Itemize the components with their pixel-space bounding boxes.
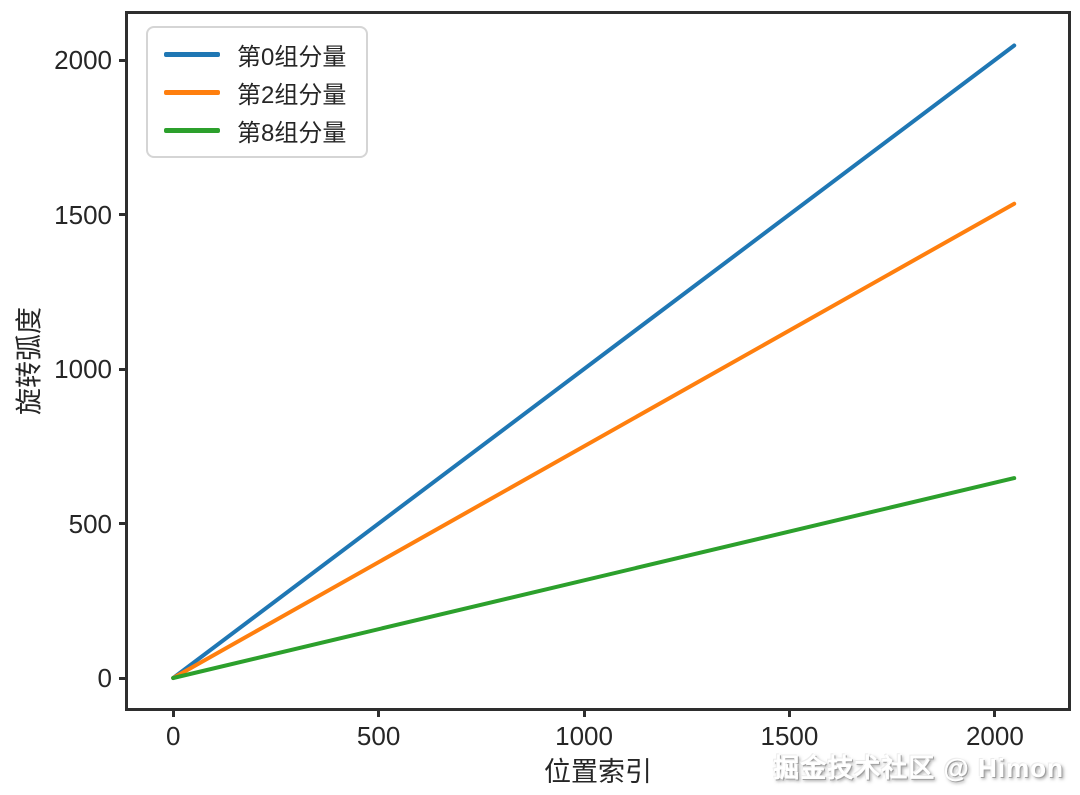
x-tick-label: 1500 — [760, 721, 819, 751]
y-axis-title: 旋转弧度 — [14, 307, 45, 415]
y-tick-label: 500 — [68, 508, 112, 539]
x-tick-mark — [377, 708, 381, 717]
y-tick-mark — [119, 213, 128, 217]
x-tick-mark — [171, 708, 175, 717]
legend-line-swatch-green — [164, 127, 220, 133]
legend-line-swatch-orange — [164, 89, 220, 95]
y-tick-label: 2000 — [54, 45, 112, 76]
x-tick-mark — [993, 708, 997, 717]
legend: 第0组分量 第2组分量 第8组分量 — [146, 26, 369, 158]
legend-line-swatch-blue — [164, 51, 220, 57]
series-line-1 — [171, 201, 1017, 680]
y-tick-mark — [119, 522, 128, 526]
x-tick-label: 2000 — [965, 721, 1024, 751]
x-tick-label: 0 — [165, 721, 181, 751]
x-tick-label: 500 — [356, 721, 401, 751]
y-tick-label: 1000 — [54, 354, 112, 385]
legend-label: 第8组分量 — [237, 119, 347, 147]
x-tick-mark — [582, 708, 586, 717]
y-tick-mark — [119, 367, 128, 371]
y-tick-mark — [119, 58, 128, 62]
legend-item-group0: 第0组分量 — [164, 38, 347, 71]
legend-item-group8: 第8组分量 — [164, 114, 347, 147]
x-tick-label: 1000 — [555, 721, 613, 751]
series-line-2 — [171, 476, 1017, 680]
watermark: 掘金技术社区 @ Himon — [773, 753, 1064, 783]
y-tick-label: 0 — [97, 663, 112, 694]
y-tick-mark — [119, 676, 128, 680]
legend-label: 第2组分量 — [237, 81, 347, 109]
x-tick-mark — [787, 708, 791, 717]
x-axis-title: 位置索引 — [544, 757, 652, 787]
plot-area: 第0组分量 第2组分量 第8组分量 — [125, 11, 1071, 711]
series-line-0 — [171, 43, 1017, 680]
legend-item-group2: 第2组分量 — [164, 76, 347, 109]
plot-lines-canvas — [171, 43, 1017, 680]
legend-label: 第0组分量 — [237, 43, 347, 71]
y-tick-label: 1500 — [54, 199, 112, 230]
